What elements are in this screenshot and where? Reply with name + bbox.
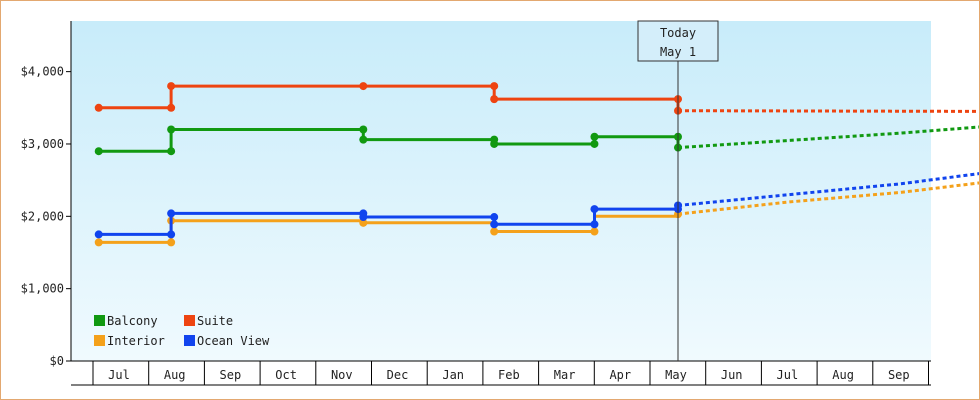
- legend-swatch-interior: [94, 335, 105, 346]
- y-tick-label: $3,000: [21, 137, 64, 151]
- x-tick-label: Jul: [777, 368, 799, 382]
- data-point-ocean-view[interactable]: [167, 230, 176, 239]
- y-tick-label: $1,000: [21, 282, 64, 296]
- forecast-line-ocean-view: [677, 172, 979, 207]
- legend-label-ocean-view: Ocean View: [197, 334, 270, 348]
- data-point-suite[interactable]: [359, 82, 368, 91]
- legend-swatch-ocean-view: [184, 335, 195, 346]
- x-tick-label: Jun: [721, 368, 743, 382]
- y-tick-label: $0: [50, 354, 64, 368]
- data-point-suite[interactable]: [167, 82, 176, 91]
- legend-swatch-balcony: [94, 315, 105, 326]
- forecast-line-interior: [677, 181, 979, 216]
- x-tick-label: Mar: [554, 368, 576, 382]
- x-tick-label: Nov: [331, 368, 353, 382]
- x-tick-label: Apr: [609, 368, 631, 382]
- legend[interactable]: Balcony Suite Interior Ocean View: [94, 314, 270, 348]
- data-point-interior[interactable]: [359, 218, 368, 227]
- data-point-ocean-view[interactable]: [94, 230, 103, 239]
- today-date-label: May 1: [660, 45, 696, 59]
- x-axis: Jul Aug Sep Oct Nov Dec Jan Feb Mar Apr May Jun Jul A…: [71, 360, 931, 386]
- x-tick-label: Jan: [442, 368, 464, 382]
- legend-swatch-suite: [184, 315, 195, 326]
- data-point-interior[interactable]: [167, 238, 176, 247]
- y-tick-label: $4,000: [21, 65, 64, 79]
- x-tick-label: Dec: [387, 368, 409, 382]
- data-point-ocean-view[interactable]: [590, 220, 599, 229]
- data-point-suite[interactable]: [167, 103, 176, 112]
- today-label: Today: [660, 26, 696, 40]
- data-point-balcony[interactable]: [167, 125, 176, 134]
- legend-label-suite: Suite: [197, 314, 233, 328]
- x-tick-label: Oct: [275, 368, 297, 382]
- y-axis: $0 $1,000 $2,000 $3,000 $4,000: [21, 21, 72, 368]
- data-point-ocean-view[interactable]: [490, 220, 499, 229]
- data-point-ocean-view[interactable]: [490, 213, 499, 222]
- data-point-ocean-view[interactable]: [359, 213, 368, 222]
- data-point-balcony[interactable]: [359, 125, 368, 134]
- data-point-ocean-view[interactable]: [167, 209, 176, 218]
- x-tick-label: Jul: [108, 368, 130, 382]
- series-lines: [94, 82, 979, 247]
- legend-label-balcony: Balcony: [107, 314, 158, 328]
- data-point-suite[interactable]: [94, 103, 103, 112]
- data-point-balcony[interactable]: [167, 147, 176, 156]
- plot-background: [71, 21, 931, 361]
- data-point-suite[interactable]: [490, 82, 499, 91]
- y-tick-label: $2,000: [21, 209, 64, 223]
- today-box: [637, 20, 719, 62]
- x-tick-label: Sep: [888, 368, 910, 382]
- legend-label-interior: Interior: [107, 334, 165, 348]
- x-tick-label: Sep: [220, 368, 242, 382]
- data-point-balcony[interactable]: [94, 147, 103, 156]
- x-tick-label: Aug: [832, 368, 854, 382]
- x-tick-label: Aug: [164, 368, 186, 382]
- data-point-balcony[interactable]: [590, 132, 599, 141]
- data-point-balcony[interactable]: [590, 139, 599, 148]
- data-point-balcony[interactable]: [490, 139, 499, 148]
- data-point-interior[interactable]: [490, 227, 499, 236]
- forecast-line-suite: [677, 109, 979, 113]
- data-point-interior[interactable]: [94, 238, 103, 247]
- x-tick-label: Feb: [498, 368, 520, 382]
- x-tick-label: May: [665, 368, 687, 382]
- today-marker: Today May 1: [637, 20, 719, 361]
- data-point-suite[interactable]: [490, 95, 499, 104]
- data-point-balcony[interactable]: [359, 135, 368, 144]
- data-point-ocean-view[interactable]: [590, 205, 599, 214]
- data-point-interior[interactable]: [590, 227, 599, 236]
